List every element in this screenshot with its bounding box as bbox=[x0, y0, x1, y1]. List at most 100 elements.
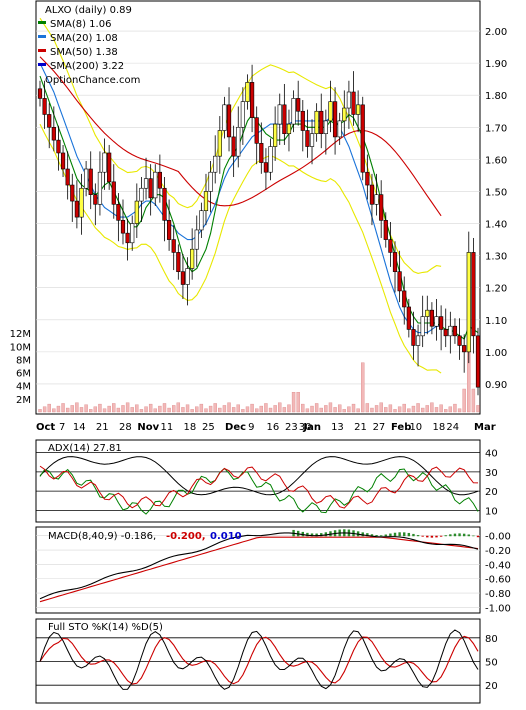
price-y-tick: 1.20 bbox=[485, 284, 507, 295]
candle-body bbox=[415, 335, 421, 346]
volume-bar bbox=[107, 405, 111, 413]
candle-body bbox=[277, 104, 282, 125]
macd-histogram-bar bbox=[453, 533, 457, 537]
macd-histogram-bar bbox=[472, 535, 475, 537]
volume-bar bbox=[356, 408, 360, 413]
volume-bar bbox=[342, 409, 346, 413]
candle-body bbox=[102, 152, 107, 173]
volume-bar bbox=[112, 403, 116, 413]
volume-bar bbox=[176, 402, 181, 413]
candle-body bbox=[116, 203, 121, 221]
macd-histogram-bar bbox=[398, 532, 401, 537]
volume-bar bbox=[190, 409, 194, 413]
volume-bar bbox=[319, 407, 323, 413]
volume-bar bbox=[38, 409, 42, 413]
candle-body bbox=[130, 223, 135, 244]
volume-bar bbox=[370, 407, 374, 413]
candle-body bbox=[51, 126, 56, 141]
candle-body bbox=[466, 252, 471, 353]
candle-body bbox=[143, 178, 149, 189]
volume-bar bbox=[93, 406, 98, 413]
legend-sma20-swatch bbox=[38, 35, 46, 38]
macd-line bbox=[39, 532, 479, 600]
candle-body bbox=[42, 98, 47, 115]
candle-body bbox=[37, 88, 43, 99]
price-y-tick: 1.90 bbox=[485, 59, 507, 70]
candle-body bbox=[171, 239, 176, 253]
macd-histogram-bar bbox=[306, 532, 309, 537]
volume-bar bbox=[393, 409, 397, 413]
candle-body bbox=[328, 101, 333, 122]
volume-bar bbox=[310, 405, 314, 413]
macd-histogram-bar bbox=[375, 535, 378, 537]
volume-bar bbox=[102, 408, 107, 413]
candle-body bbox=[319, 110, 324, 135]
x-axis-label: 28 bbox=[119, 422, 132, 433]
price-y-tick: 1.00 bbox=[485, 348, 507, 359]
x-axis-label: Dec bbox=[225, 422, 246, 433]
price-y-tick: 0.90 bbox=[485, 380, 507, 391]
adx-y-ticks: 40 30 20 10 bbox=[485, 449, 498, 518]
candle-body bbox=[254, 117, 259, 144]
candle-body bbox=[47, 114, 52, 128]
x-axis-label: 13 bbox=[331, 422, 344, 433]
candle-body bbox=[217, 130, 222, 157]
volume-bar bbox=[79, 407, 84, 413]
legend-sma200-swatch bbox=[38, 63, 46, 66]
macd-panel: MACD(8,40,9) -0.186, -0.200, 0.010 -0.00… bbox=[35, 526, 511, 614]
volume-bar bbox=[411, 405, 416, 413]
x-axis-label: 24 bbox=[446, 422, 459, 433]
price-y-tick: 1.10 bbox=[485, 316, 507, 327]
candle-body bbox=[203, 191, 209, 212]
candle-body bbox=[323, 120, 328, 135]
volume-bar bbox=[199, 403, 204, 413]
chart-title: ALXO (daily) 0.89 bbox=[45, 5, 132, 16]
candle-body bbox=[360, 104, 365, 173]
macd-histogram-bar bbox=[462, 533, 466, 537]
candle-body bbox=[199, 210, 204, 231]
legend-sma200: SMA(200) 3.22 bbox=[50, 61, 124, 72]
macd-histogram-bar bbox=[370, 534, 374, 537]
candle-body bbox=[337, 120, 342, 138]
plus-di-line bbox=[39, 467, 479, 515]
legend: ALXO (daily) 0.89 SMA(8) 1.06 SMA(20) 1.… bbox=[38, 5, 140, 86]
candle-body bbox=[222, 104, 227, 131]
macd-histogram-bar bbox=[324, 532, 328, 537]
volume-bar bbox=[218, 407, 222, 413]
volume-bar bbox=[397, 406, 402, 413]
x-axis-label: 18 bbox=[433, 422, 446, 433]
candle-body bbox=[97, 171, 103, 205]
candle-body bbox=[259, 143, 264, 163]
candle-body bbox=[383, 220, 388, 240]
candle-body bbox=[134, 200, 139, 224]
x-axis-label: 21 bbox=[96, 422, 109, 433]
volume-bar bbox=[453, 403, 457, 413]
candle-body bbox=[457, 335, 462, 346]
candle-body bbox=[402, 290, 407, 308]
candle-body bbox=[434, 316, 439, 327]
candle-body bbox=[153, 171, 158, 199]
x-axis-label: Jan bbox=[302, 422, 321, 433]
volume-bar bbox=[434, 407, 439, 413]
candle-body bbox=[263, 162, 269, 173]
candle-body bbox=[185, 268, 190, 285]
volume-bar bbox=[98, 403, 102, 413]
candle-body bbox=[93, 194, 98, 205]
volume-bar bbox=[259, 405, 264, 413]
candle-body bbox=[79, 187, 84, 218]
candle-body bbox=[346, 91, 352, 109]
volume-bar bbox=[347, 406, 351, 413]
adx-y-tick: 10 bbox=[485, 506, 498, 517]
candle-body bbox=[342, 107, 347, 122]
macd-histogram-bar bbox=[393, 532, 397, 537]
sto-y-tick: 20 bbox=[485, 681, 498, 692]
volume-bar bbox=[291, 392, 296, 413]
site-watermark: OptionChance.com bbox=[45, 75, 140, 86]
candle-body bbox=[208, 171, 213, 192]
volume-bar bbox=[416, 403, 420, 413]
candle-body bbox=[448, 325, 453, 337]
volume-bar bbox=[116, 407, 121, 413]
price-panel: 2.00 1.90 1.80 1.70 1.60 1.50 1.40 1.30 1.20 1.10… bbox=[10, 0, 507, 433]
volume-y-tick: 6M bbox=[16, 369, 31, 380]
volume-bar bbox=[213, 403, 217, 413]
